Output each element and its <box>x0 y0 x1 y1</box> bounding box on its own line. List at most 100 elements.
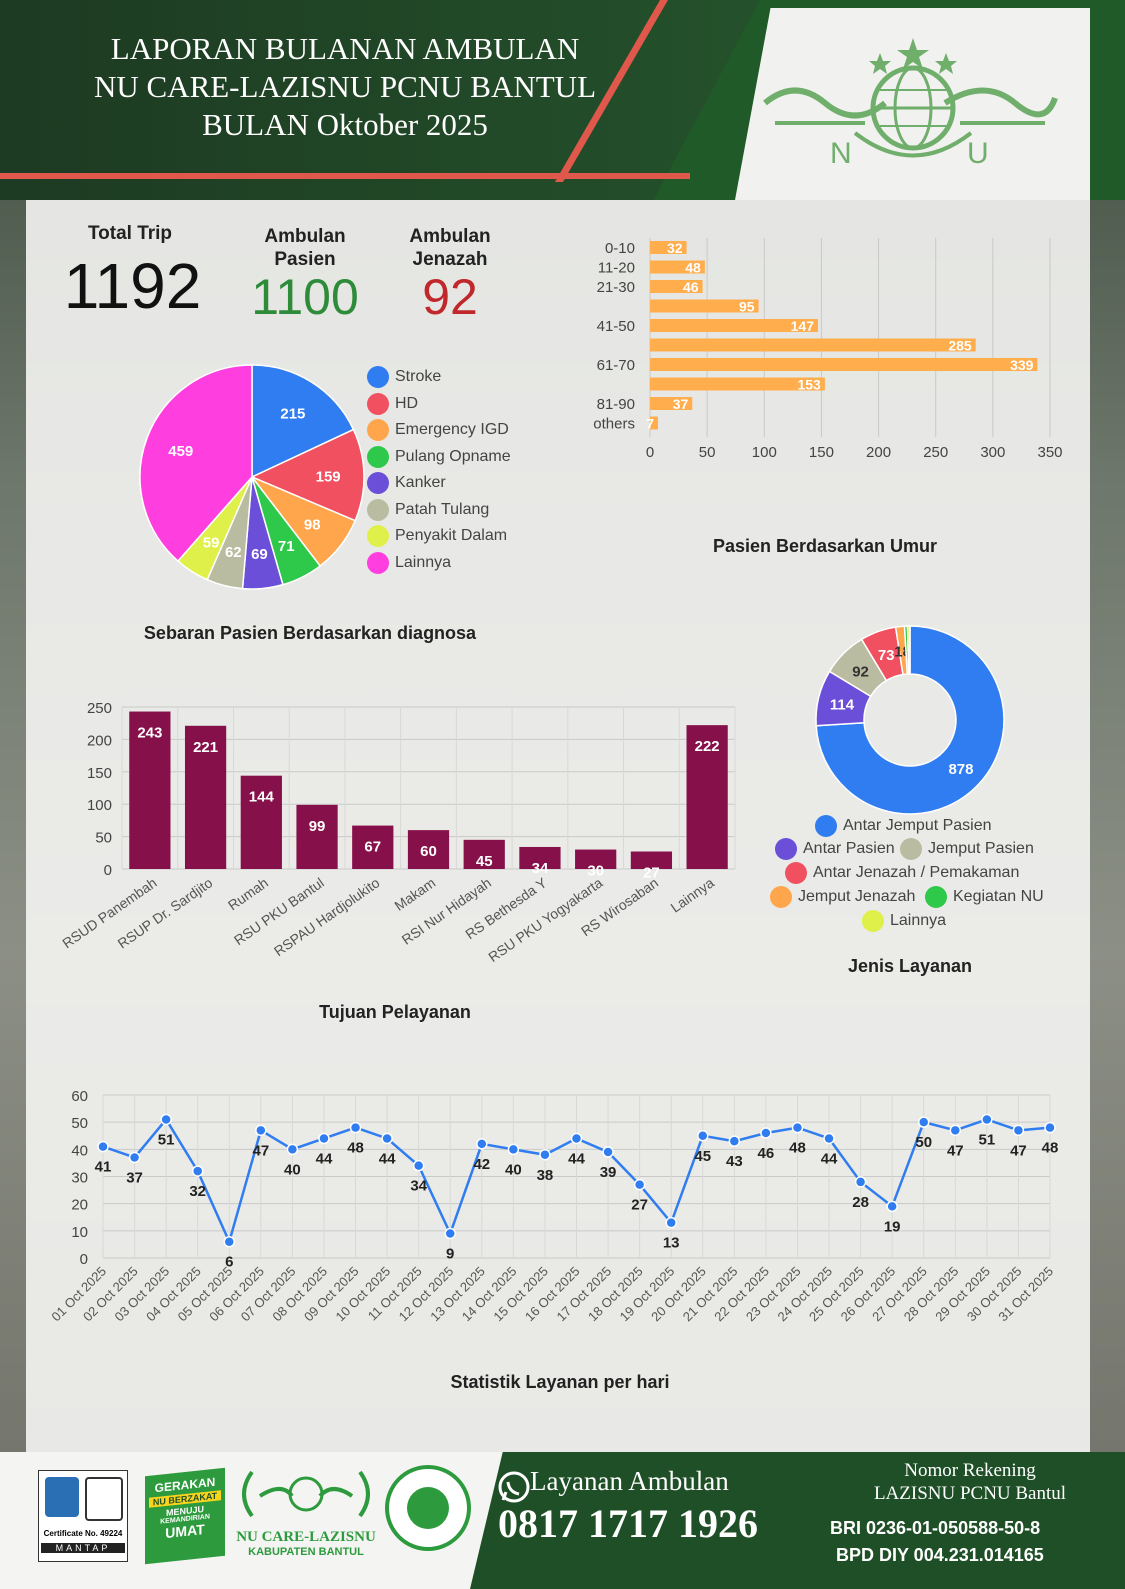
data-point <box>381 1132 393 1145</box>
bar-value-label: 95 <box>739 299 755 315</box>
data-point <box>665 1216 677 1229</box>
rekening-title-2: LAZISNU PCNU Bantul <box>873 1483 1067 1504</box>
bar <box>630 851 673 869</box>
bar <box>650 299 759 313</box>
bar <box>650 377 825 391</box>
org-name: NU CARE-LAZISNU <box>236 1529 376 1545</box>
legend-dot-icon <box>367 498 389 521</box>
umur-chart-title: Pasien Berdasarkan Umur <box>712 536 938 556</box>
data-point <box>223 1235 236 1248</box>
total-trip-value: 1192 <box>63 250 202 322</box>
x-tick-label: RSPAU Hardjolukito <box>271 874 383 959</box>
data-value-label: 40 <box>284 1161 301 1178</box>
data-value-label: 48 <box>347 1140 364 1157</box>
total-trip-label: Total Trip <box>87 223 173 244</box>
pie-slice-label: 62 <box>225 544 242 561</box>
legend-dot-icon <box>367 472 389 494</box>
legend-dot-icon <box>775 838 797 860</box>
bar <box>296 804 338 869</box>
gerakan-badge: GERAKAN NU BERZAKAT MENUJU KEMANDIRIAN U… <box>145 1467 225 1565</box>
bar-value-label: 147 <box>791 318 815 334</box>
donut-slice-label: 878 <box>948 761 973 778</box>
legend-item: Jemput Pasien <box>900 838 1034 860</box>
data-point <box>570 1132 583 1145</box>
data-value-label: 39 <box>600 1164 617 1181</box>
bar <box>650 319 818 332</box>
umur-bar-chart: 0 50 100 150 200 250 300 350 0-10 32 11-20 48 21-30 4… <box>593 238 1063 461</box>
data-value-label: 41 <box>95 1159 112 1176</box>
legend-dot-icon <box>367 419 389 441</box>
y-tick-label: 250 <box>87 700 112 717</box>
data-value-label: 27 <box>631 1197 648 1214</box>
ambulans-phone[interactable]: 0817 1717 1926 <box>498 1501 758 1546</box>
data-point <box>97 1140 109 1153</box>
certificate-number: Certificate No. 49224 <box>43 1529 123 1538</box>
y-tick-label: 41-50 <box>597 318 635 335</box>
data-value-label: 44 <box>379 1150 396 1167</box>
legend-dot-icon <box>815 815 837 837</box>
bar-value-label: 67 <box>364 839 381 856</box>
legend-label: Lainnya <box>395 553 452 571</box>
legend-label: Emergency IGD <box>395 421 509 439</box>
data-value-label: 50 <box>915 1134 932 1151</box>
title-line-3: BULAN Oktober 2025 <box>202 107 488 142</box>
data-value-label: 47 <box>252 1142 269 1159</box>
ambulan-jenazah-label-2: Jenazah <box>412 249 488 270</box>
title-line-2: NU CARE-LAZISNU PCNU BANTUL <box>93 69 597 104</box>
legend-label: Antar Pasien <box>803 840 895 858</box>
bar-value-label: 45 <box>476 853 493 870</box>
x-tick-label: RSUD Panembah <box>59 874 159 951</box>
whatsapp-icon <box>498 1471 530 1503</box>
y-tick-label: 81-90 <box>597 396 635 413</box>
data-value-label: 40 <box>505 1161 522 1178</box>
bar-value-label: 339 <box>1010 357 1034 373</box>
tujuan-chart-title: Tujuan Pelayanan <box>319 1002 471 1022</box>
data-value-label: 48 <box>789 1140 806 1157</box>
y-tick-label: 10 <box>71 1224 88 1241</box>
y-tick-label: 11-20 <box>598 260 635 277</box>
y-tick-label: others <box>593 416 635 433</box>
y-tick-label: 150 <box>87 765 112 782</box>
x-tick-label: 200 <box>866 444 891 461</box>
legend-dot-icon <box>770 886 792 908</box>
data-value-label: 9 <box>446 1246 454 1263</box>
legend-item: Kegiatan NU <box>925 886 1044 908</box>
bar <box>650 338 976 352</box>
y-tick-label: 0-10 <box>605 240 635 257</box>
legend-label: Antar Jemput Pasien <box>843 817 992 835</box>
bar-value-label: 144 <box>249 789 275 806</box>
data-value-label: 44 <box>821 1150 838 1167</box>
bar <box>240 775 282 869</box>
x-tick-label: 300 <box>980 444 1005 461</box>
bar-value-label: 99 <box>309 818 326 835</box>
ambulan-jenazah-value: 92 <box>422 269 478 325</box>
legend-dot-icon <box>925 886 947 908</box>
data-point <box>1012 1124 1025 1137</box>
data-value-label: 13 <box>663 1235 680 1252</box>
bar-value-label: 221 <box>193 739 218 756</box>
y-tick-label: 0 <box>80 1251 88 1268</box>
data-value-label: 44 <box>316 1150 333 1167</box>
data-value-label: 47 <box>947 1142 964 1159</box>
data-point <box>539 1149 551 1161</box>
bar <box>463 839 505 869</box>
pie-slice-label: 159 <box>316 469 341 486</box>
logo-letter-n: N <box>830 137 852 170</box>
data-point <box>160 1113 172 1126</box>
bar <box>650 397 693 410</box>
bar <box>650 280 703 293</box>
legend-label: Patah Tulang <box>395 500 490 518</box>
x-tick-label: 350 <box>1037 444 1062 461</box>
persatuan-emblem-core <box>407 1487 449 1529</box>
ambulan-pasien-label: Ambulan Pasien <box>240 225 370 271</box>
y-tick-label: 100 <box>87 797 112 814</box>
layanan-chart-title: Jenis Layanan <box>847 956 973 976</box>
bar <box>407 830 450 869</box>
nu-care-logo: NU CARE-LAZISNU KABUPATEN BANTUL <box>232 1462 380 1562</box>
pie-slice <box>139 364 253 563</box>
ukas-icon <box>85 1477 123 1521</box>
data-value-label: 42 <box>473 1156 490 1173</box>
data-point <box>760 1127 772 1139</box>
